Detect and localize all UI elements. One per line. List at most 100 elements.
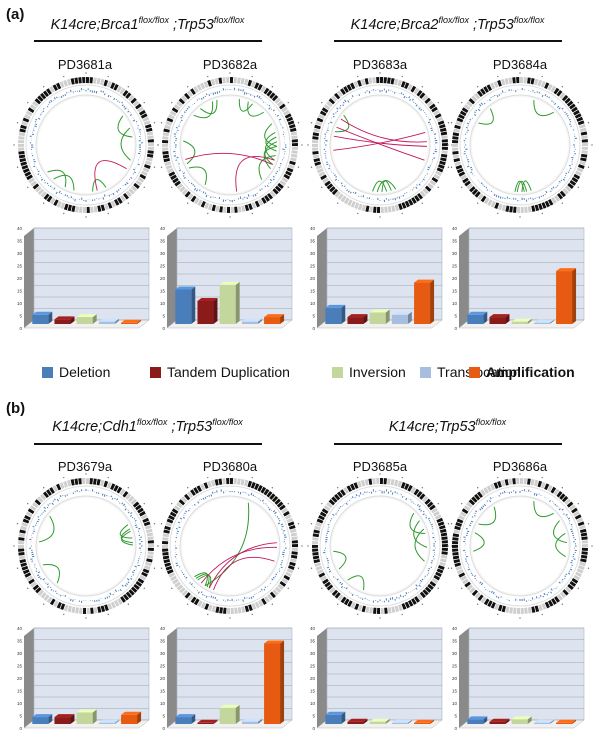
bar-side — [114, 719, 119, 724]
chromosome-tick — [421, 86, 424, 88]
chromosome-band — [166, 168, 174, 174]
chromosome-band — [424, 498, 431, 505]
copy-number-point — [138, 527, 141, 530]
chromosome-band — [312, 154, 320, 159]
copy-number-point — [333, 576, 335, 578]
bar-top — [391, 311, 412, 315]
chromosome-band — [146, 157, 153, 162]
copy-number-point — [550, 591, 553, 594]
chromosome-band — [162, 147, 169, 151]
chromosome-band — [316, 168, 324, 174]
cn-track-outer — [459, 485, 581, 607]
chromosome-band — [319, 511, 327, 518]
bar-amplification — [414, 282, 431, 324]
chromosome-band — [237, 206, 242, 213]
translocation-arc — [333, 131, 426, 151]
chromosome-band — [285, 170, 292, 177]
inversion-arc — [238, 98, 253, 112]
chromosome-band — [466, 183, 474, 190]
chromosome-band — [137, 578, 145, 584]
copy-number-point — [394, 197, 397, 201]
chromosome-band — [564, 97, 571, 104]
copy-number-point — [64, 595, 67, 598]
chromosome-band — [437, 521, 445, 527]
chromosome-band — [328, 499, 336, 506]
sample-label-PD3685a: PD3685a — [352, 459, 408, 474]
copy-number-point — [467, 161, 470, 163]
chromosome-band — [43, 193, 50, 201]
chromosome-band — [93, 478, 97, 485]
chromosome-band — [407, 484, 413, 492]
copy-number-point — [479, 508, 482, 511]
chromosome-band — [347, 199, 353, 207]
chromosome-band — [571, 578, 579, 584]
copy-number-point — [114, 497, 116, 500]
chromosome-band — [452, 537, 459, 541]
copy-number-point — [570, 561, 573, 564]
chromosome-band — [193, 197, 200, 205]
chromosome-band — [291, 150, 298, 154]
chromosome-band — [162, 136, 169, 140]
bar-top — [489, 314, 510, 318]
chromosome-tick — [379, 617, 381, 619]
chromosome-band — [59, 482, 65, 489]
chromosome-band — [578, 565, 585, 570]
chromosome-band — [193, 487, 199, 494]
bar-amplification — [556, 722, 573, 724]
genotype-superscript: flox/flox — [138, 15, 169, 25]
copy-number-point — [41, 513, 43, 515]
copy-number-point — [550, 187, 553, 190]
chromosome-band — [96, 77, 101, 85]
chromosome-band — [30, 180, 37, 187]
copy-number-point — [36, 520, 39, 523]
copy-number-point — [135, 526, 138, 529]
chromosome-tick — [357, 212, 359, 215]
bar-deletion — [467, 314, 484, 324]
copy-number-point — [411, 501, 413, 503]
copy-number-point — [124, 107, 127, 110]
y-tick-label: 30 — [17, 651, 23, 656]
chromosome-band — [281, 578, 289, 584]
bar-amplification — [121, 322, 138, 324]
chromosome-band — [318, 113, 325, 120]
chromosome-band — [176, 502, 183, 509]
y-tick-label: 15 — [17, 689, 23, 694]
chromosome-band — [204, 202, 210, 210]
copy-number-point — [413, 101, 415, 103]
chromosome-band — [547, 599, 554, 607]
chromosome-band — [368, 77, 373, 84]
y-tick-label: 30 — [452, 251, 458, 256]
panel-label-a: (a) — [6, 6, 25, 23]
chromosome-tick — [42, 487, 45, 489]
chromosome-band — [147, 150, 154, 154]
circos-plot-PD3684a — [447, 72, 593, 218]
chromosome-band — [540, 80, 546, 88]
copy-number-point — [558, 581, 561, 584]
copy-number-point — [551, 100, 553, 102]
chromosome-tick — [160, 166, 163, 168]
copy-number-point — [482, 505, 485, 508]
copy-number-point — [187, 509, 190, 512]
chromosome-band — [530, 77, 535, 85]
chromosome-band — [326, 101, 333, 108]
copy-number-point — [180, 119, 183, 122]
chromosome-band — [29, 104, 37, 111]
chromosome-band — [474, 92, 481, 100]
chromosome-band — [321, 508, 329, 514]
genotype-superscript: flox/flox — [212, 417, 243, 427]
chromosome-band — [55, 82, 62, 90]
copy-number-point — [564, 575, 567, 577]
copy-number-point — [44, 181, 46, 184]
chromosome-band — [531, 606, 536, 613]
chromosome-band — [429, 504, 436, 511]
chromosome-tick — [85, 473, 87, 475]
chromosome-band — [537, 79, 543, 87]
chromosome-band — [117, 197, 123, 204]
y-tick-label: 40 — [160, 226, 166, 231]
chromosome-band — [60, 603, 66, 611]
chromosome-band — [103, 79, 109, 87]
chromosome-tick — [287, 101, 289, 104]
copy-number-point — [121, 101, 124, 104]
chromosome-band — [226, 478, 230, 485]
chromosome-band — [346, 84, 353, 92]
